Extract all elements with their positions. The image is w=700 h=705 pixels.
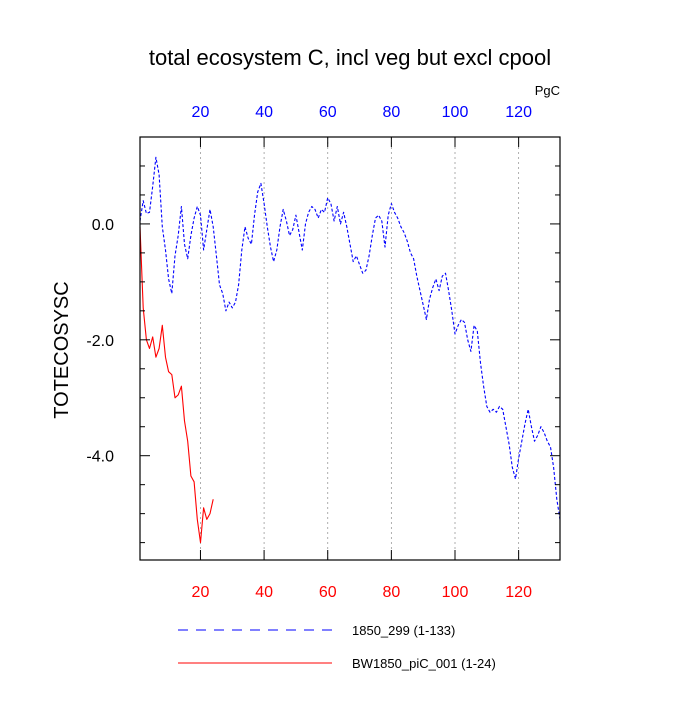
x-tick-label-bottom: 120 <box>505 584 532 601</box>
y-tick-label: 0.0 <box>92 217 114 234</box>
legend: 1850_299 (1-133) BW1850_piC_001 (1-24) <box>178 623 496 671</box>
plot-frame <box>139 136 561 561</box>
series-line-2 <box>139 226 214 544</box>
x-tick-label-top: 120 <box>505 104 532 121</box>
x-tick-label-top: 60 <box>319 104 337 121</box>
tick-labels: 20 20 40 40 60 60 80 80 100 100 120 120 0.0 -2.0 -4.0 <box>86 104 532 601</box>
grid-lines <box>200 137 520 560</box>
chart-title: total ecosystem C, incl veg but excl cpo… <box>149 45 551 70</box>
series-line-1 <box>139 156 561 520</box>
series-layer <box>139 156 561 544</box>
x-tick-label-top: 20 <box>192 104 210 121</box>
x-tick-label-bottom: 40 <box>255 584 273 601</box>
x-tick-label-bottom: 100 <box>442 584 469 601</box>
y-axis-label: TOTECOSYSC <box>51 281 73 418</box>
legend-label-1: 1850_299 (1-133) <box>352 623 455 638</box>
x-tick-label-top: 80 <box>382 104 400 121</box>
x-tick-label-top: 100 <box>442 104 469 121</box>
x-tick-label-bottom: 60 <box>319 584 337 601</box>
x-tick-label-bottom: 20 <box>192 584 210 601</box>
x-tick-label-top: 40 <box>255 104 273 121</box>
y-tick-label: -2.0 <box>86 333 114 350</box>
x-tick-label-bottom: 80 <box>382 584 400 601</box>
legend-label-2: BW1850_piC_001 (1-24) <box>352 656 496 671</box>
y-tick-label: -4.0 <box>86 449 114 466</box>
units-label: PgC <box>535 83 560 98</box>
tick-marks <box>140 137 560 560</box>
